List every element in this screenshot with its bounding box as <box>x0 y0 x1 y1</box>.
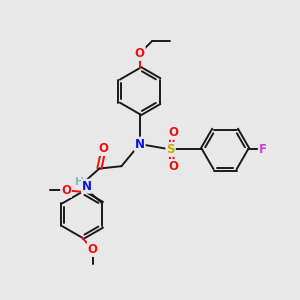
Text: O: O <box>99 142 109 155</box>
Text: H: H <box>75 177 84 188</box>
Text: O: O <box>88 243 98 256</box>
Text: F: F <box>259 143 267 156</box>
Text: O: O <box>135 47 145 60</box>
Text: O: O <box>168 160 178 173</box>
Text: O: O <box>168 126 178 139</box>
Text: S: S <box>167 143 175 156</box>
Text: O: O <box>61 184 71 197</box>
Text: N: N <box>135 138 145 151</box>
Text: N: N <box>82 180 92 193</box>
